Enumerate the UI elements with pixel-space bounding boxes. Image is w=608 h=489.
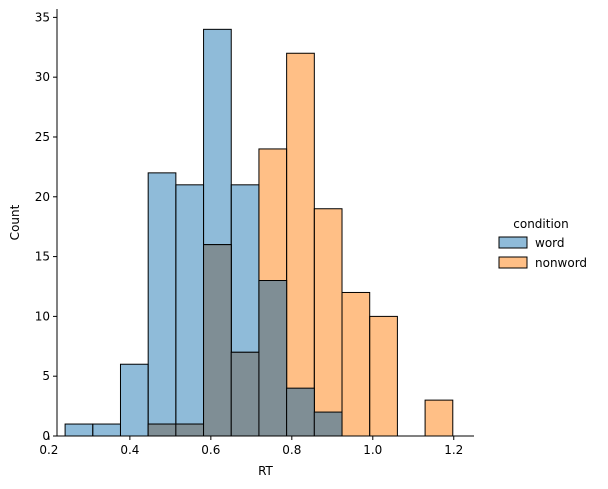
y-tick-label: 30 bbox=[35, 70, 50, 84]
bar-word-0 bbox=[64, 423, 94, 437]
bar-overlap-7 bbox=[258, 280, 288, 437]
bar-word-1 bbox=[92, 423, 121, 437]
axes-layer bbox=[56, 9, 474, 437]
bar-word-4 bbox=[175, 184, 205, 437]
x-tick-label: 1.2 bbox=[444, 443, 463, 457]
bars-layer bbox=[64, 28, 454, 437]
legend: condition word nonword bbox=[498, 217, 587, 270]
y-ticks: 0 5 10 15 20 25 30 35 bbox=[35, 10, 57, 443]
x-tick-label: 0.6 bbox=[201, 443, 220, 457]
x-tick-label: 1.0 bbox=[363, 443, 382, 457]
legend-swatch-nonword bbox=[498, 256, 528, 269]
y-tick-label: 0 bbox=[42, 429, 50, 443]
bar-overlap-6 bbox=[230, 351, 260, 437]
bar-overlap-9 bbox=[313, 411, 343, 437]
bar-nonword-13 bbox=[424, 399, 454, 437]
bar-word-3 bbox=[147, 172, 177, 437]
legend-title: condition bbox=[513, 217, 568, 231]
x-tick-label: 0.8 bbox=[282, 443, 301, 457]
legend-label-nonword: nonword bbox=[535, 256, 587, 270]
y-tick-label: 15 bbox=[35, 250, 50, 264]
legend-swatch-word bbox=[498, 236, 528, 249]
bar-nonword-8 bbox=[286, 52, 315, 437]
y-tick-label: 35 bbox=[35, 10, 50, 24]
bar-nonword-10 bbox=[341, 291, 371, 437]
bar-overlap-3 bbox=[147, 423, 177, 437]
bar-overlap-8 bbox=[286, 387, 315, 437]
bar-overlap-5 bbox=[203, 244, 232, 437]
bar-word-2 bbox=[119, 363, 149, 437]
y-axis-label: Count bbox=[8, 204, 22, 240]
y-tick-label: 20 bbox=[35, 190, 50, 204]
y-tick-label: 5 bbox=[42, 369, 50, 383]
y-tick-label: 10 bbox=[35, 309, 50, 323]
x-axis-label: RT bbox=[258, 464, 273, 478]
legend-items: word nonword bbox=[498, 236, 587, 270]
legend-label-word: word bbox=[535, 236, 565, 250]
x-tick-label: 0.2 bbox=[39, 443, 58, 457]
bar-nonword-9 bbox=[313, 208, 343, 437]
bar-nonword-11 bbox=[369, 315, 398, 437]
x-ticks: 0.2 0.4 0.6 0.8 1.0 1.2 bbox=[39, 436, 463, 457]
bar-overlap-4 bbox=[175, 423, 205, 437]
x-tick-label: 0.4 bbox=[120, 443, 139, 457]
y-tick-label: 25 bbox=[35, 130, 50, 144]
